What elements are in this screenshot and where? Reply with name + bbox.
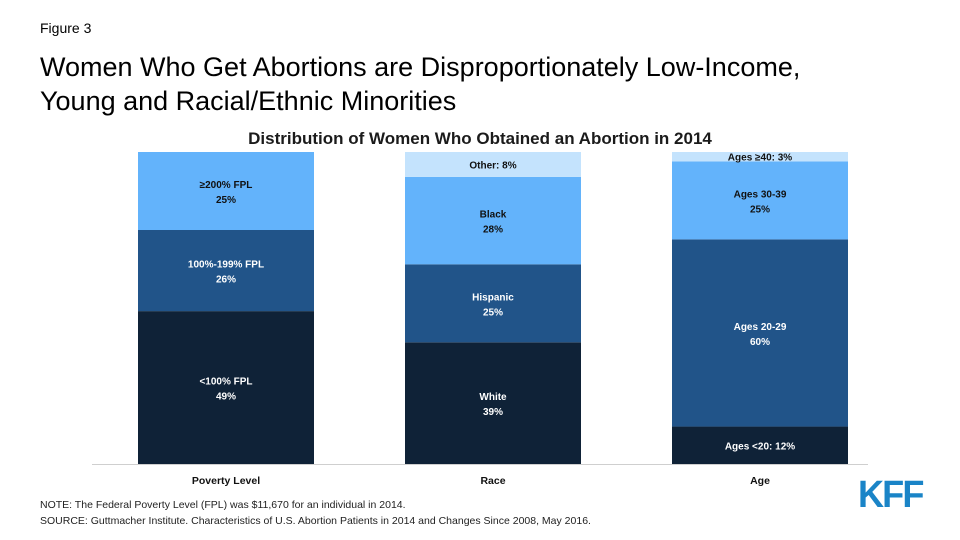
page-title-line1: Women Who Get Abortions are Disproportio… [40, 52, 801, 82]
data-label-poverty-level-100-199-fpl: 100%-199% FPL [188, 260, 264, 271]
data-label-race-other: Other: 8% [469, 160, 516, 171]
source-text: SOURCE: Guttmacher Institute. Characteri… [40, 515, 591, 527]
figure-label: Figure 3 [40, 20, 92, 36]
data-label-age-ages-30-39: Ages 30-39 [734, 189, 787, 200]
data-label-age-ages-20-29: Ages 20-29 [734, 322, 787, 333]
data-label-race-white: White [479, 392, 507, 403]
data-value-poverty-level-100-199-fpl: 26% [216, 275, 236, 286]
bar-segment-race-black [405, 176, 581, 265]
bar-segment-race-other [405, 152, 581, 177]
data-value-age-ages-20-29: 60% [750, 337, 770, 348]
data-label-race-black: Black [480, 210, 507, 221]
page-title: Women Who Get Abortions are Disproportio… [40, 50, 920, 118]
data-value-poverty-level-200-fpl: 25% [216, 195, 236, 206]
chart-title: Distribution of Women Who Obtained an Ab… [248, 129, 712, 148]
category-label-poverty-level: Poverty Level [192, 475, 260, 487]
page-title-line2: Young and Racial/Ethnic Minorities [40, 86, 457, 116]
bar-segment-poverty-level-100-199-fpl [138, 230, 314, 312]
bar-segment-race-white [405, 342, 581, 464]
data-label-poverty-level-200-fpl: ≥200% FPL [200, 180, 253, 191]
bar-segment-poverty-level-200-fpl [138, 152, 314, 230]
data-value-race-hispanic: 25% [483, 307, 503, 318]
data-value-poverty-level-100-fpl: 49% [216, 392, 236, 403]
bar-segment-age-ages-30-39 [672, 161, 848, 240]
data-label-age-ages-40: Ages ≥40: 3% [728, 153, 793, 164]
bar-segment-age-ages-20-29 [672, 239, 848, 427]
data-label-poverty-level-100-fpl: <100% FPL [199, 377, 252, 388]
footnote: NOTE: The Federal Poverty Level (FPL) wa… [40, 497, 591, 529]
data-value-age-ages-30-39: 25% [750, 204, 770, 215]
category-label-age: Age [750, 475, 770, 487]
note-text: NOTE: The Federal Poverty Level (FPL) wa… [40, 499, 406, 511]
bar-segment-race-hispanic [405, 264, 581, 343]
data-value-race-black: 28% [483, 225, 503, 236]
data-label-race-hispanic: Hispanic [472, 292, 514, 303]
data-label-age-ages-20: Ages <20: 12% [725, 441, 795, 452]
bar-segment-age-ages-20 [672, 426, 848, 464]
bar-segment-poverty-level-100-fpl [138, 311, 314, 464]
category-label-race: Race [480, 475, 505, 487]
kff-logo: KFF [858, 474, 924, 516]
data-value-race-white: 39% [483, 407, 503, 418]
bar-segment-age-ages-40 [672, 152, 848, 162]
